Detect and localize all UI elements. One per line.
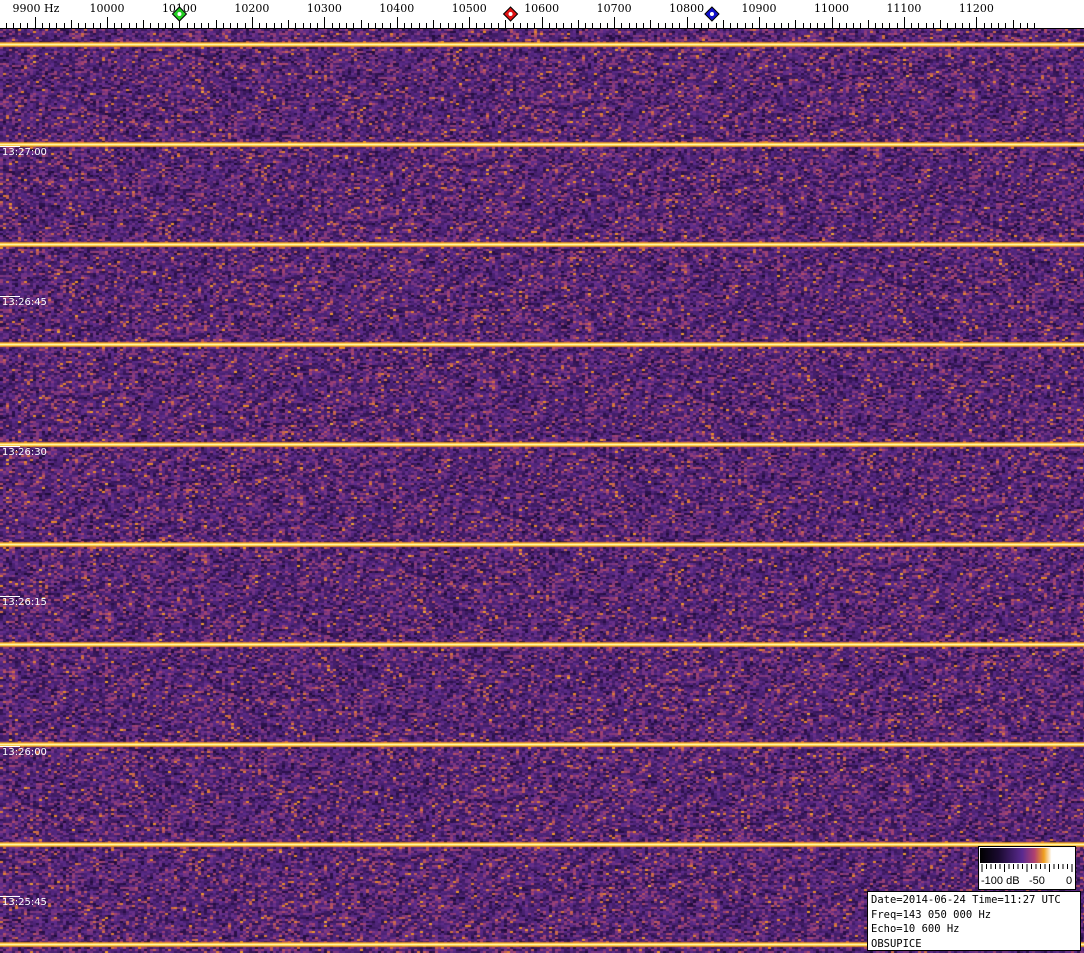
time-label: 13:26:15 [2, 597, 47, 608]
time-label: 13:26:30 [2, 447, 47, 458]
axis-tick-label: 10500 [452, 2, 487, 15]
colorbar-ticks [981, 864, 1073, 872]
frequency-marker[interactable] [171, 6, 188, 22]
frequency-marker[interactable] [704, 6, 720, 22]
time-tick [0, 746, 20, 747]
axis-tick-label: 11000 [814, 2, 849, 15]
time-tick [0, 446, 20, 447]
axis-tick-label: 11100 [886, 2, 921, 15]
spectrogram [0, 29, 1084, 953]
axis-tick-label: 10200 [234, 2, 269, 15]
frequency-axis: 9900 Hz100001010010200103001040010500106… [0, 0, 1084, 29]
colorbar-gradient [980, 848, 1074, 863]
axis-tick-label: 9900 Hz [13, 2, 60, 15]
colorbar-label-min: -100 dB [981, 875, 1020, 887]
time-tick [0, 896, 20, 897]
info-date: Date=2014-06-24 Time=11:27 UTC [871, 894, 1061, 906]
time-label: 13:27:00 [2, 147, 47, 158]
axis-tick-label: 10400 [379, 2, 414, 15]
axis-tick-label: 10700 [597, 2, 632, 15]
axis-tick-label: 10800 [669, 2, 704, 15]
axis-tick-label: 10000 [90, 2, 125, 15]
info-station: OBSUPICE [871, 937, 922, 950]
colorbar: -100 dB -50 0 [978, 846, 1076, 890]
info-echo: Echo=10 600 Hz [871, 923, 960, 935]
time-label: 13:26:00 [2, 747, 47, 758]
axis-tick-label: 10300 [307, 2, 342, 15]
time-tick [0, 146, 20, 147]
axis-tick-label: 10600 [524, 2, 559, 15]
time-tick [0, 296, 20, 297]
colorbar-label-mid: -50 [1029, 875, 1045, 887]
axis-tick-label: 11200 [959, 2, 994, 15]
colorbar-label-max: 0 [1066, 875, 1073, 887]
axis-tick-label: 10900 [742, 2, 777, 15]
info-box: Date=2014-06-24 Time=11:27 UTC Freq=143 0… [867, 891, 1081, 951]
time-label: 13:26:45 [2, 297, 47, 308]
frequency-marker[interactable] [502, 6, 519, 22]
time-label: 13:25:45 [2, 897, 47, 908]
info-freq: Freq=143 050 000 Hz [871, 908, 992, 921]
time-tick [0, 596, 20, 597]
